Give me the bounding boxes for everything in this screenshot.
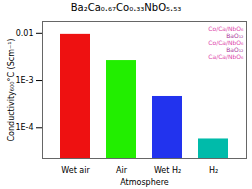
svg-text:1E-4: 1E-4 [15, 123, 33, 132]
svg-text:0.01: 0.01 [16, 29, 34, 38]
html-text:Ba₂Ca₀.₆₇Co₀.₃₃NbO₅.₅₃: Ba₂Ca₀.₆₇Co₀.₃₃NbO₅.₅₃ [70, 2, 182, 13]
svg-text:BaO₁₂: BaO₁₂ [226, 46, 244, 53]
svg-text:Air: Air [116, 166, 128, 175]
svg-text:BaO₁₂: BaO₁₂ [226, 32, 244, 39]
svg-text:Wet air: Wet air [61, 166, 90, 175]
svg-text:Co/Ca/NbO₆: Co/Ca/NbO₆ [208, 39, 244, 46]
svg-text:Co/Ca/NbO₆: Co/Ca/NbO₆ [208, 25, 244, 32]
svg-text:Conductivity₆₀₀°C (Scm⁻¹): Conductivity₆₀₀°C (Scm⁻¹) [7, 39, 16, 142]
svg-text:1E-3: 1E-3 [15, 76, 33, 85]
svg-text:Atmosphere: Atmosphere [120, 178, 169, 187]
svg-text:Wet H₂: Wet H₂ [154, 166, 181, 175]
svg-text:H₂: H₂ [209, 166, 218, 175]
svg-text:Ca/Ca/NbO₆: Ca/Ca/NbO₆ [208, 53, 244, 60]
